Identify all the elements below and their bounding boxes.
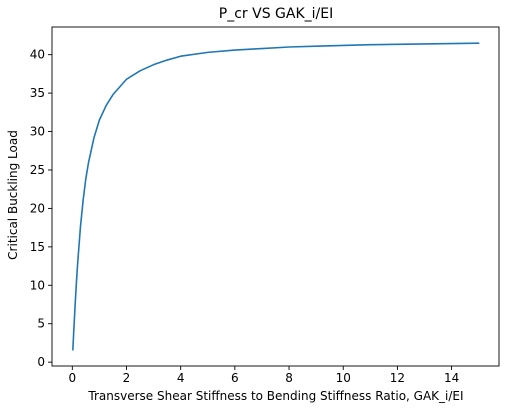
y-axis-label: Critical Buckling Load (6, 130, 20, 260)
y-tick-label: 10 (30, 278, 45, 292)
x-tick-label: 8 (285, 371, 293, 385)
x-tick-label: 14 (444, 371, 459, 385)
y-tick-label: 30 (30, 125, 45, 139)
x-axis-label: Transverse Shear Stiffness to Bending St… (87, 389, 463, 403)
y-tick-label: 15 (30, 240, 45, 254)
y-tick-label: 25 (30, 163, 45, 177)
y-tick-label: 20 (30, 201, 45, 215)
x-tick-label: 6 (231, 371, 239, 385)
x-tick-label: 4 (177, 371, 185, 385)
y-tick-label: 40 (30, 48, 45, 62)
chart-title: P_cr VS GAK_i/EI (219, 6, 333, 22)
x-tick-label: 2 (123, 371, 131, 385)
plot-area: 0 2 4 6 8 10 12 14 0 5 10 15 20 25 30 35 40 (30, 26, 500, 385)
x-tick-label: 12 (390, 371, 405, 385)
plot-frame (51, 26, 500, 367)
x-tick-label: 10 (336, 371, 351, 385)
y-tick-label: 0 (37, 355, 45, 369)
y-tick-label: 5 (37, 317, 45, 331)
x-tick-label: 0 (68, 371, 76, 385)
y-tick-label: 35 (30, 86, 45, 100)
series-line-1 (72, 42, 480, 351)
